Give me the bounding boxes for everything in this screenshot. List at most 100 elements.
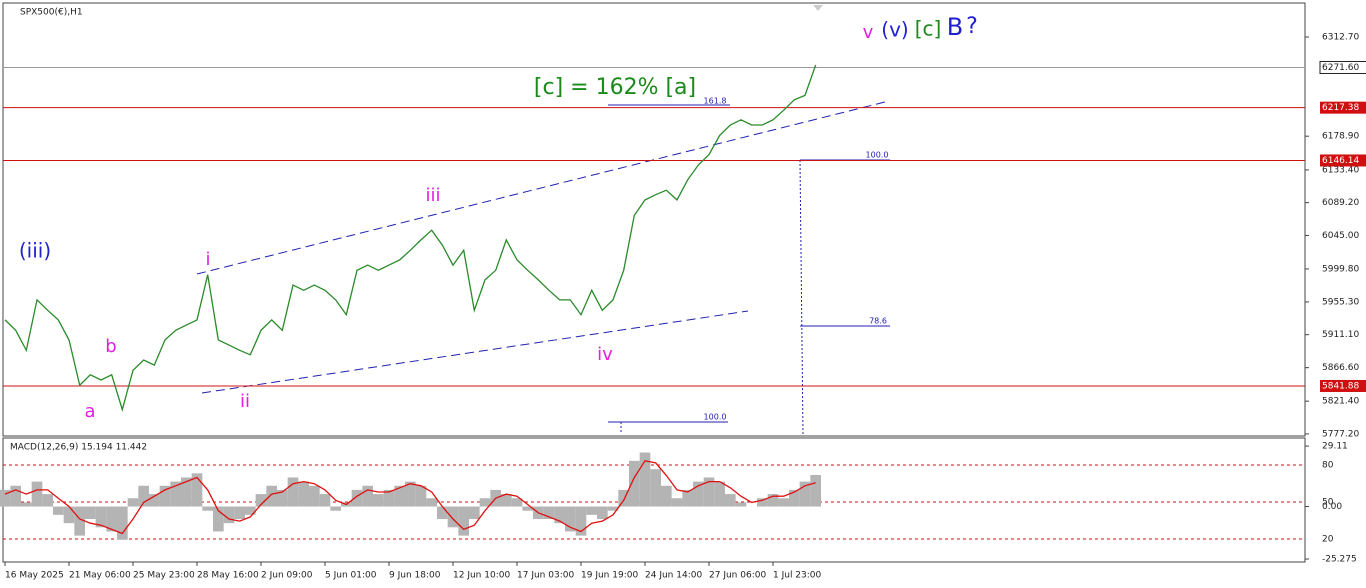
macd-bar xyxy=(778,498,789,507)
macd-bar xyxy=(469,506,480,520)
wave-label: a xyxy=(84,401,95,422)
macd-bar xyxy=(618,489,629,507)
macd-bar xyxy=(202,506,213,511)
macd-bar xyxy=(586,506,597,515)
y-tick-label: 5999.80 xyxy=(1322,264,1359,274)
shift-marker xyxy=(813,5,823,11)
macd-bar xyxy=(21,502,32,507)
macd-bar xyxy=(799,481,811,507)
macd-bar xyxy=(362,485,373,507)
macd-bar xyxy=(789,489,800,507)
macd-bar xyxy=(74,506,85,536)
y-tick-label: 5777.20 xyxy=(1322,429,1359,439)
macd-bar xyxy=(501,494,512,507)
last-price-label: 6271.60 xyxy=(1322,63,1359,73)
macd-bar xyxy=(319,494,331,507)
macd-bar xyxy=(479,498,491,507)
level-marker xyxy=(1320,101,1366,114)
macd-bar xyxy=(543,506,555,520)
x-tick-label: 2 Jun 09:00 xyxy=(261,571,313,581)
macd-bar xyxy=(31,481,43,507)
y-tick-label: 5821.40 xyxy=(1322,397,1359,407)
macd-bar xyxy=(170,481,181,507)
x-tick-label: 19 Jun 19:00 xyxy=(581,571,638,581)
x-tick-label: 24 Jun 14:00 xyxy=(645,571,702,581)
y-tick-label: 0.00 xyxy=(1322,502,1342,512)
wave-label: (iii) xyxy=(19,239,51,263)
macd-bar xyxy=(597,506,608,520)
macd-bar xyxy=(522,506,533,511)
level-label: 6217.38 xyxy=(1322,103,1359,113)
price-line xyxy=(4,64,817,412)
macd-bar xyxy=(213,506,224,532)
macd-bar xyxy=(127,498,139,507)
macd-bar xyxy=(415,485,427,507)
macd-bar xyxy=(682,489,693,507)
macd-bar xyxy=(245,506,256,515)
y2-tick-label: 80 xyxy=(1322,460,1334,470)
price-panel xyxy=(2,2,1306,437)
macd-bar xyxy=(181,477,192,507)
level-marker xyxy=(1320,154,1366,167)
macd-title: MACD(12,26,9) 15.194 11.442 xyxy=(10,443,147,453)
x-tick-label: 1 Jul 23:00 xyxy=(773,571,822,581)
y-tick-label: 5955.30 xyxy=(1322,297,1359,307)
macd-bar xyxy=(106,506,117,532)
macd-bar xyxy=(159,485,171,507)
y-tick-label: 5911.10 xyxy=(1322,330,1359,340)
x-tick-label: 16 May 2025 xyxy=(5,571,64,581)
macd-bar xyxy=(63,506,75,524)
wave-label: B xyxy=(947,13,963,41)
x-tick-label: 25 May 23:00 xyxy=(133,571,195,581)
macd-bar xyxy=(53,506,64,515)
wave-label: iii xyxy=(425,185,440,206)
macd-bar xyxy=(661,485,672,507)
wave-label: [c] = 162% [a] xyxy=(534,75,696,100)
channel-line xyxy=(201,310,749,394)
macd-bar xyxy=(42,494,53,507)
y-tick-label: 29.11 xyxy=(1322,442,1348,452)
macd-bar xyxy=(735,502,747,507)
x-tick-label: 9 Jun 18:00 xyxy=(389,571,441,581)
wave-label: ii xyxy=(240,391,250,412)
macd-bar xyxy=(693,481,704,507)
macd-bar xyxy=(191,473,203,507)
macd-bar xyxy=(639,452,651,507)
macd-bar xyxy=(298,481,309,507)
macd-bar xyxy=(426,498,437,507)
macd-bar xyxy=(373,494,384,507)
macd-bar xyxy=(117,506,128,540)
macd-bar xyxy=(405,481,416,507)
y-tick-label: 5866.60 xyxy=(1322,363,1359,373)
macd-bar xyxy=(575,506,587,536)
macd-bar xyxy=(447,506,459,528)
level-marker xyxy=(1320,379,1366,392)
macd-bar xyxy=(629,460,640,507)
macd-bar xyxy=(330,506,341,511)
macd-bar xyxy=(767,494,779,507)
macd-bar xyxy=(394,485,405,507)
macd-bar xyxy=(287,477,299,507)
macd-bar xyxy=(0,489,11,507)
macd-bar xyxy=(810,474,821,507)
macd-bar xyxy=(95,506,107,528)
macd-bar xyxy=(554,506,565,524)
macd-bar xyxy=(511,498,523,507)
macd-bar xyxy=(714,481,725,507)
wave-label: b xyxy=(105,336,116,357)
wave-label: [c] xyxy=(915,17,942,41)
x-tick-label: 27 Jun 06:00 xyxy=(709,571,766,581)
y-tick-label: 6133.40 xyxy=(1322,165,1359,175)
fib-label: 161.8 xyxy=(704,97,727,106)
wave-label: iv xyxy=(597,344,613,365)
fib-trend xyxy=(799,159,804,435)
y-tick-label: 6089.20 xyxy=(1322,198,1359,208)
macd-bar xyxy=(309,485,320,507)
macd-bar xyxy=(703,477,715,507)
x-tick-label: 28 May 16:00 xyxy=(197,571,259,581)
x-tick-label: 21 May 06:00 xyxy=(69,571,131,581)
macd-bar xyxy=(85,506,96,520)
level-label: 6146.14 xyxy=(1322,156,1359,166)
channel-line xyxy=(196,101,886,275)
